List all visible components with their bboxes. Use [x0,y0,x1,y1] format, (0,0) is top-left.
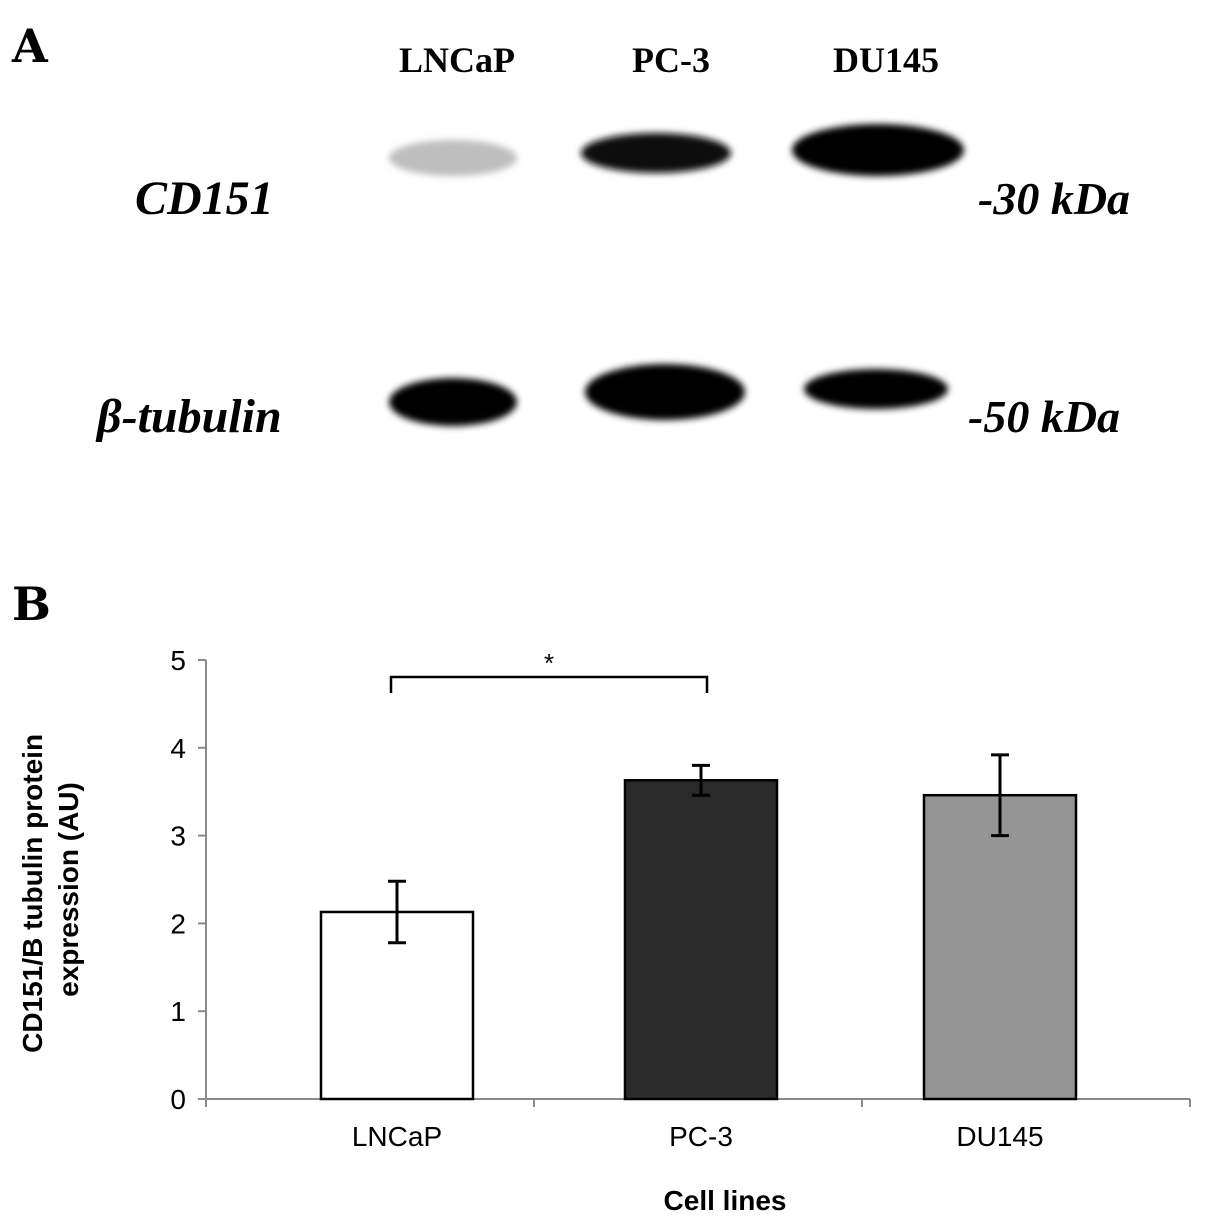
band-tubulin-pc3 [585,364,745,420]
band-cd151-pc3 [581,133,731,173]
band-cd151-lncap [389,140,517,176]
x-axis-title: Cell lines [664,1185,787,1216]
bar-pc3 [623,779,779,1101]
band-tubulin-du145 [804,369,948,409]
y-axis-title-line-1: CD151/B tubulin protein [17,734,48,1053]
panel-b: B 0 1 2 3 4 5 LNCaP PC-3 DU145 * CD151/B tubuli… [12,577,1191,1216]
lane-label-du145: DU145 [833,40,939,80]
band-tubulin-lncap [389,378,517,426]
marker-label-50kda: -50 kDa [968,391,1120,442]
lane-label-pc3: PC-3 [632,40,710,80]
x-tick-label-pc3: PC-3 [669,1121,733,1152]
significance-bracket-line [389,675,709,693]
panel-a-letter: A [11,19,49,73]
y-tick-label-2: 2 [170,908,186,939]
error-bar-du145 [991,753,1009,838]
y-tick-label-1: 1 [170,996,186,1027]
significance-star: * [544,648,554,678]
band-cd151-du145 [792,124,964,176]
y-axis-title: CD151/B tubulin protein expression (AU) [17,726,84,1053]
x-ticks: LNCaP PC-3 DU145 [352,1121,1044,1152]
y-tick-label-5: 5 [170,645,186,676]
error-bar-lncap [388,879,406,945]
protein-label-beta-tubulin: β-tubulin [95,390,282,443]
y-tick-label-0: 0 [170,1084,186,1115]
panel-b-letter: B [12,577,51,631]
panel-a: A LNCaP PC-3 DU145 CD151 -30 kDa β-tubul… [11,19,1130,443]
bar-du145 [922,793,1078,1101]
significance-bracket: * [389,648,709,693]
lane-label-lncap: LNCaP [399,40,515,80]
blot-bands [389,124,964,426]
protein-label-cd151: CD151 [135,172,274,225]
y-tick-label-4: 4 [170,733,186,764]
bars [319,753,1078,1101]
y-ticks: 0 1 2 3 4 5 [170,645,1191,1115]
x-tick-label-du145: DU145 [956,1121,1043,1152]
x-tick-label-lncap: LNCaP [352,1121,442,1152]
error-bar-pc3 [692,763,710,797]
y-axis-title-line-2: expression (AU) [53,782,84,997]
y-tick-label-3: 3 [170,821,186,852]
bar-chart: 0 1 2 3 4 5 LNCaP PC-3 DU145 * [170,645,1191,1152]
marker-label-30kda: -30 kDa [978,173,1130,224]
